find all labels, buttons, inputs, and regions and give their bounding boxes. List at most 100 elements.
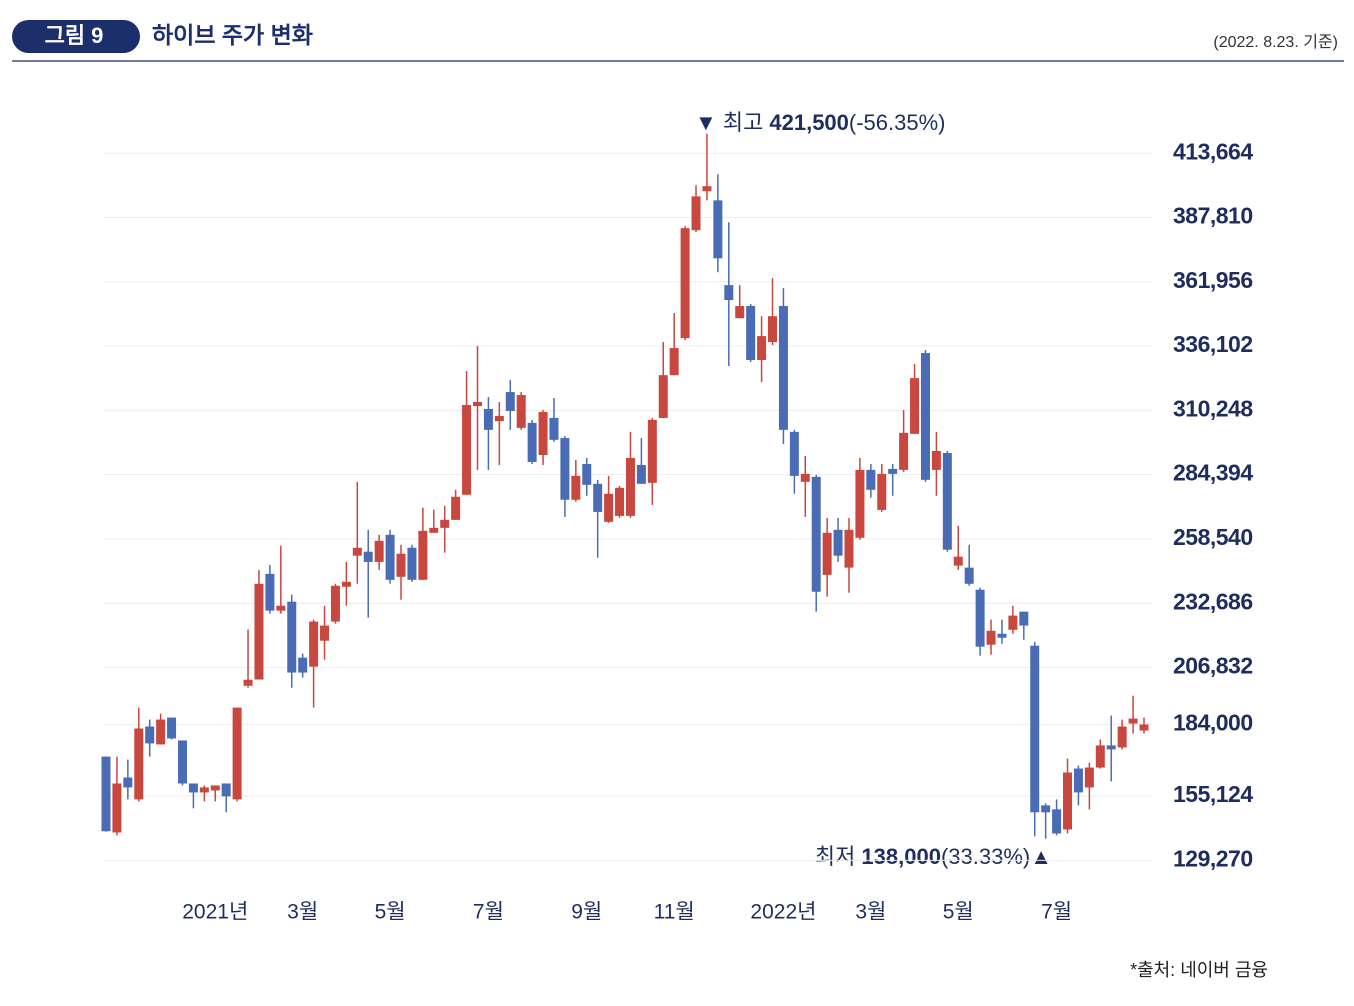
candle-body <box>330 585 340 622</box>
candle-body <box>647 419 657 483</box>
y-tick-label: 184,000 <box>1173 709 1253 735</box>
x-tick-label: 2021년 <box>182 901 248 924</box>
candle-body <box>986 630 996 645</box>
candle-body <box>112 783 122 833</box>
candle-body <box>429 527 439 533</box>
candle-body <box>1019 611 1029 626</box>
candle-body <box>243 679 253 686</box>
y-tick-label: 258,540 <box>1173 524 1253 550</box>
x-tick-label: 3월 <box>287 901 318 924</box>
x-tick-label: 5월 <box>943 901 974 924</box>
candle-body <box>636 464 646 484</box>
y-tick-label: 155,124 <box>1173 781 1253 807</box>
candle-body <box>123 777 133 788</box>
candle-body <box>789 431 799 476</box>
candle-body <box>1139 724 1149 731</box>
candle-body <box>221 783 231 797</box>
candle-body <box>757 336 767 360</box>
y-tick-label: 361,956 <box>1173 267 1253 293</box>
candle-body <box>1030 645 1040 813</box>
y-tick-label: 206,832 <box>1173 653 1253 679</box>
candle-body <box>942 452 952 550</box>
candle-body <box>1128 718 1138 724</box>
candle-body <box>363 551 373 562</box>
annotation-label: 최고 <box>723 110 763 135</box>
annotation-value: 138,000 <box>861 844 941 869</box>
candle-body <box>691 196 701 231</box>
x-tick-label: 11월 <box>654 901 695 924</box>
annotation-value: 421,500 <box>769 110 849 135</box>
candle-body <box>746 306 756 360</box>
candle-body <box>822 532 832 575</box>
candle-body <box>844 529 854 568</box>
candle-body <box>538 411 548 455</box>
candle-body <box>156 719 166 745</box>
candle-body <box>866 469 876 490</box>
candle-body <box>593 483 603 512</box>
y-tick-label: 336,102 <box>1173 331 1253 357</box>
annotation-change: (-56.35%) <box>849 110 946 135</box>
y-tick-label: 284,394 <box>1173 460 1253 486</box>
candle-body <box>920 353 930 480</box>
x-tick-label: 9월 <box>571 901 602 924</box>
candle-body <box>888 468 898 474</box>
candle-body <box>855 469 865 538</box>
candle-body <box>1117 726 1127 748</box>
candle-body <box>877 473 887 510</box>
x-tick-label: 2022년 <box>750 901 816 924</box>
candle-body <box>997 633 1007 638</box>
candle-body <box>713 200 723 259</box>
candle-body <box>101 756 111 832</box>
y-tick-label: 232,686 <box>1173 588 1253 614</box>
candle-body <box>418 530 428 580</box>
candle-body <box>724 285 734 301</box>
candle-body <box>352 547 362 556</box>
candle-body <box>341 581 351 587</box>
x-tick-label: 7월 <box>473 901 504 924</box>
x-tick-label: 5월 <box>375 901 406 924</box>
candle-body <box>899 432 909 470</box>
candle-body <box>680 228 690 339</box>
candle-body <box>516 395 526 428</box>
candle-body <box>833 529 843 556</box>
candle-body <box>451 496 461 520</box>
x-tick-label: 7월 <box>1041 901 1072 924</box>
candle-body <box>735 306 745 319</box>
candle-body <box>1106 745 1116 750</box>
candle-body <box>800 473 810 482</box>
candle-body <box>1073 768 1083 793</box>
candle-body <box>494 415 504 422</box>
y-tick-label: 129,270 <box>1173 845 1253 871</box>
triangle: ▼ <box>695 110 723 135</box>
candle-body <box>931 451 941 470</box>
candle-body <box>134 728 144 800</box>
candle-body <box>385 534 395 580</box>
candle-body <box>505 392 515 411</box>
candle-body <box>604 493 614 522</box>
annotation-label: 최저 <box>815 844 855 869</box>
candle-body <box>374 540 384 562</box>
source-note: *출처: 네이버 금융 <box>1130 960 1268 980</box>
candle-body <box>188 783 198 793</box>
candle-body <box>254 583 264 680</box>
candle-body <box>462 404 472 495</box>
candle-body <box>953 556 963 566</box>
figure-badge <box>12 20 140 53</box>
candle-body <box>320 625 330 641</box>
y-tick-label: 413,664 <box>1173 138 1253 164</box>
candle-body <box>560 438 570 500</box>
y-tick-label: 387,810 <box>1173 203 1253 229</box>
candle-body <box>964 567 974 584</box>
candle-body <box>1084 767 1094 788</box>
candle-body <box>276 605 286 611</box>
candle-body <box>549 417 559 440</box>
candle-body <box>1063 772 1073 830</box>
candle-body <box>177 740 187 784</box>
candle-body <box>167 717 177 739</box>
candle-body <box>811 476 821 592</box>
chart-title: 하이브 주가 변화 <box>152 22 313 48</box>
x-tick-label: 3월 <box>855 901 886 924</box>
candle-body <box>199 787 209 793</box>
candle-body <box>287 601 297 673</box>
